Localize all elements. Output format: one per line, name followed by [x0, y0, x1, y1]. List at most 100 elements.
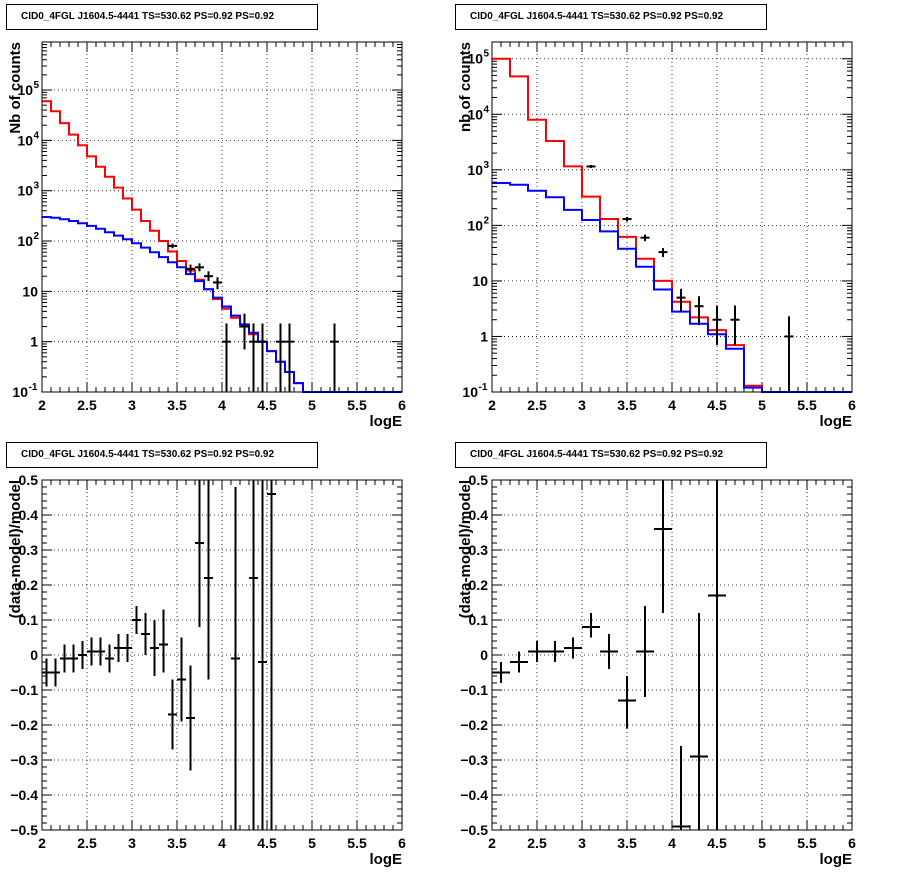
y-tick-label: −0.2	[10, 717, 38, 733]
data-point	[168, 679, 177, 750]
x-tick-label: 4.5	[257, 397, 277, 413]
data-point	[528, 641, 546, 662]
data-point	[582, 613, 600, 638]
data-point	[586, 165, 596, 168]
data-point	[330, 323, 339, 392]
y-tick-label: 0	[30, 647, 38, 663]
data-point	[600, 634, 618, 669]
x-tick-label: 4.5	[257, 835, 277, 851]
data-point	[231, 487, 240, 830]
y-tick-label: 10	[467, 217, 483, 233]
y-tick-label: −0.4	[10, 787, 38, 803]
y-tick-label: −0.1	[460, 682, 488, 698]
data-point	[186, 665, 195, 771]
y-tick-label: 0	[480, 647, 488, 663]
x-tick-label: 4	[218, 397, 226, 413]
x-tick-label: 3.5	[617, 835, 637, 851]
plot-frame	[41, 479, 403, 831]
y-tick-label: −0.4	[460, 787, 488, 803]
x-tick-label: 5.5	[797, 397, 817, 413]
plot-panel: 2 2.5 3 3.5 4 4.5 5 5.5 6 −0.5 −0.4 −0.3 −0.2 −0.1 0 0.…	[457, 472, 856, 868]
data-point	[78, 641, 87, 669]
plot-frame	[491, 41, 853, 393]
y-tick-label: 10	[17, 183, 33, 199]
y-tick-label: 0.2	[19, 577, 39, 593]
y-tick-label: 10	[467, 51, 483, 67]
y-tick-label: 0.2	[469, 577, 489, 593]
histogram-line	[492, 182, 852, 393]
x-tick-label: 3	[128, 835, 136, 851]
data-point	[672, 746, 690, 830]
panel-title: CID0_4FGL J1604.5-4441 TS=530.62 PS=0.92…	[6, 442, 318, 468]
data-point	[712, 305, 722, 346]
x-tick-label: 2.5	[527, 835, 547, 851]
data-point	[640, 234, 650, 242]
data-point	[249, 480, 258, 830]
data-point	[141, 613, 150, 655]
y-tick-exponent: 3	[34, 181, 40, 192]
x-tick-label: 4	[218, 835, 226, 851]
y-tick-exponent: -1	[479, 382, 488, 393]
y-tick-label: 10	[17, 82, 33, 98]
y-tick-label: 0.1	[19, 612, 39, 628]
y-tick-label: 0.1	[469, 612, 489, 628]
y-tick-exponent: 5	[34, 80, 40, 91]
y-tick-exponent: 4	[484, 104, 490, 115]
x-tick-label: 2	[38, 835, 46, 851]
data-point	[285, 323, 294, 392]
x-tick-label: 4	[668, 397, 676, 413]
x-axis-label: logE	[820, 413, 853, 430]
data-point	[60, 644, 69, 673]
data-point	[159, 609, 168, 673]
data-point	[69, 644, 78, 673]
y-tick-label: −0.3	[10, 752, 38, 768]
data-point	[123, 634, 132, 662]
data-point	[784, 316, 794, 392]
y-tick-label: 0.3	[19, 542, 39, 558]
x-tick-label: 4	[668, 835, 676, 851]
data-point	[276, 323, 285, 392]
data-point	[204, 480, 213, 680]
x-tick-label: 3.5	[167, 397, 187, 413]
y-tick-label: 1	[480, 328, 488, 344]
x-axis-label: logE	[820, 851, 853, 868]
data-point	[195, 263, 204, 272]
y-tick-label: 0.5	[19, 472, 39, 488]
y-tick-label: 10	[467, 162, 483, 178]
y-tick-label: −0.3	[460, 752, 488, 768]
y-tick-label: 0.4	[469, 507, 489, 523]
y-axis-label: (data-model)/model	[457, 480, 474, 618]
data-point	[618, 676, 636, 729]
plot-frame	[41, 41, 403, 393]
data-point	[492, 662, 510, 683]
x-tick-label: 2.5	[77, 397, 97, 413]
x-tick-label: 2.5	[527, 397, 547, 413]
x-tick-label: 4.5	[707, 397, 727, 413]
data-point	[114, 634, 123, 662]
x-tick-label: 5	[308, 397, 316, 413]
data-point	[622, 216, 632, 222]
x-tick-label: 2	[488, 397, 496, 413]
data-point	[177, 637, 186, 722]
data-point	[258, 323, 267, 392]
y-tick-label: 0.4	[19, 507, 39, 523]
x-axis-label: logE	[370, 851, 403, 868]
x-axis-label: logE	[370, 413, 403, 430]
plot-panel: 2 2.5 3 3.5 4 4.5 5 5.5 6 −0.5 −0.4 −0.3 −0.2 −0.1 0 0.…	[7, 472, 406, 868]
y-tick-label: 0.5	[469, 472, 489, 488]
y-tick-exponent: 2	[484, 215, 490, 226]
x-tick-label: 3.5	[617, 397, 637, 413]
panel-title: CID0_4FGL J1604.5-4441 TS=530.62 PS=0.92…	[6, 4, 318, 30]
y-tick-exponent: 4	[34, 130, 40, 141]
data-point	[708, 480, 726, 830]
x-tick-label: 3	[128, 397, 136, 413]
plot-frame	[491, 479, 853, 831]
data-point	[150, 620, 159, 676]
data-point	[690, 613, 708, 830]
y-tick-exponent: -1	[29, 382, 38, 393]
y-tick-label: 10	[17, 233, 33, 249]
panel-title: CID0_4FGL J1604.5-4441 TS=530.62 PS=0.92…	[455, 4, 767, 30]
